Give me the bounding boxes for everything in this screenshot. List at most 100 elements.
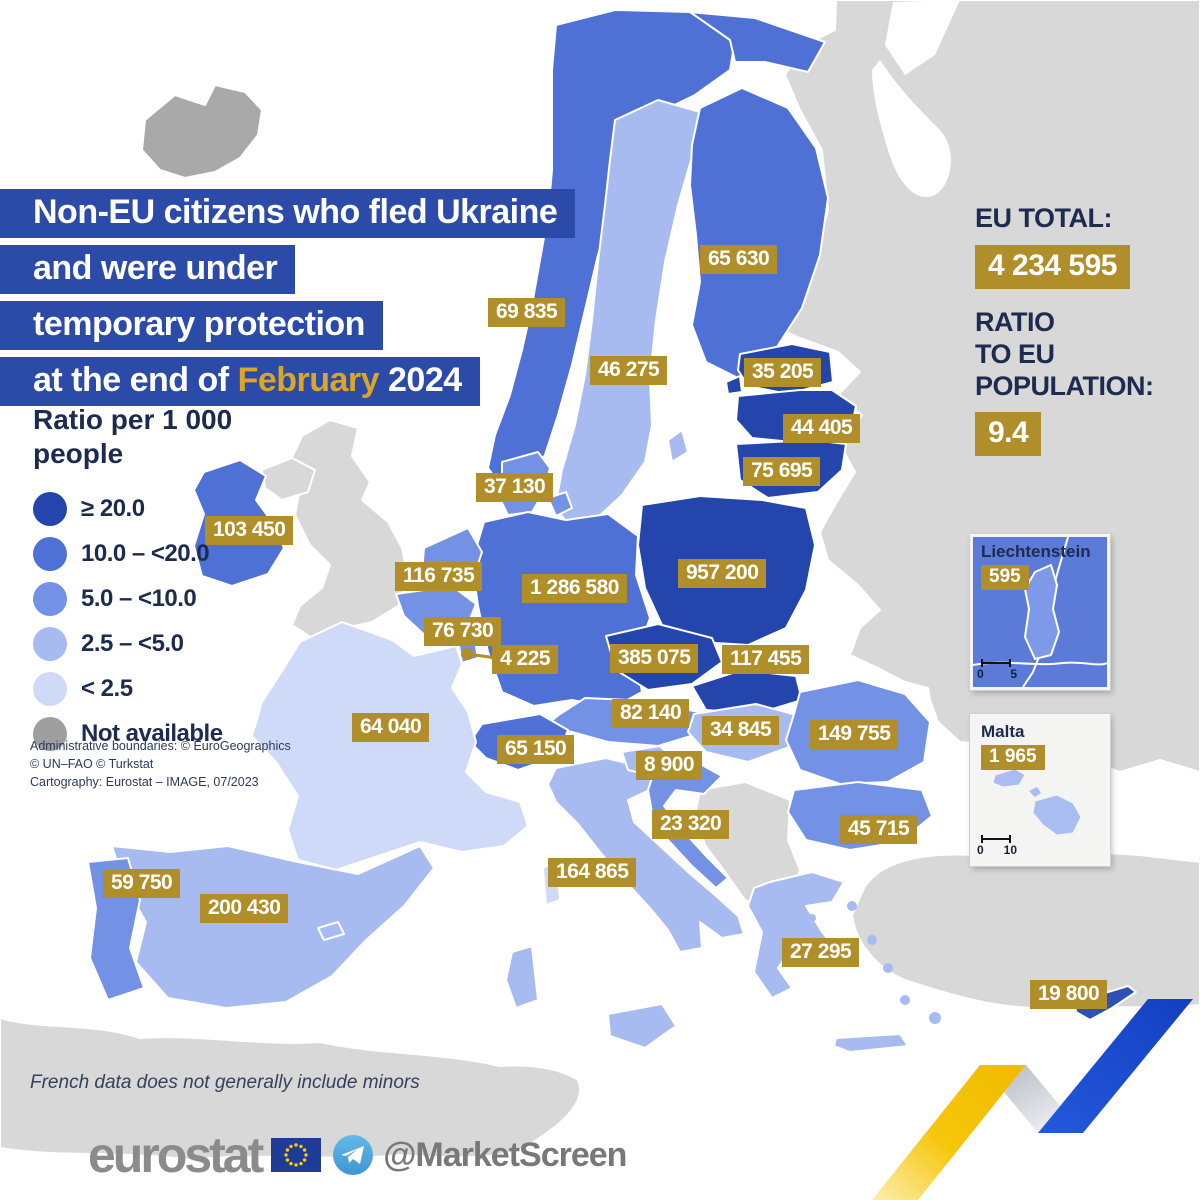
sicily [607,1003,677,1049]
white-sea [885,0,960,75]
brand-row: eurostat @MarketScreen [88,1126,627,1184]
value-label-france: 64 040 [352,713,430,742]
legend-item: 2.5 – <5.0 [33,621,232,666]
value-label-belgium: 76 730 [424,617,502,646]
value-label-poland: 957 200 [678,559,767,588]
malta-map [992,768,1082,836]
value-label-croatia: 23 320 [652,810,730,839]
title-block: Non-EU citizens who fled Ukraine and wer… [0,189,576,413]
legend: Ratio per 1 000 people ≥ 20.0 10.0 – <20.0… [33,403,232,756]
legend-color-dot [33,581,67,616]
north-africa [0,1017,582,1161]
value-label-spain: 200 430 [200,894,289,923]
legend-color-dot [33,491,67,526]
inset-value: 1 965 [981,745,1045,770]
legend-label: 10.0 – <20.0 [81,539,210,567]
malta-scalebar: 0 10 [977,835,1017,857]
legend-item: Not available [33,711,232,756]
sardinia [505,945,539,1009]
value-label-romania: 149 755 [810,720,899,749]
legend-heading: Ratio per 1 000 people [33,404,233,469]
value-label-ireland: 103 450 [205,516,294,545]
value-label-germany: 1 286 580 [522,574,627,603]
inset-title: Malta [981,722,1025,741]
legend-color-dot [33,536,67,571]
value-label-portugal: 59 750 [103,869,181,898]
eurostat-logo: eurostat [88,1127,264,1183]
legend-item: 5.0 – <10.0 [33,576,232,621]
value-label-luxembourg: 4 225 [492,645,559,674]
country-uk [289,419,409,639]
value-label-switzerland: 65 150 [497,735,575,764]
country-italy [547,757,745,953]
value-label-denmark: 37 130 [476,473,554,502]
value-label-netherlands: 116 735 [395,562,483,591]
country-sweden [554,99,701,529]
legend-item: 10.0 – <20.0 [33,531,232,576]
value-label-italy: 164 865 [548,858,637,887]
estonia-islands [725,375,743,395]
inset-value: 595 [981,565,1029,590]
legend-item: < 2.5 [33,666,232,711]
title-line-1: Non-EU citizens who fled Ukraine [0,189,576,238]
eu-total-label: EU TOTAL: [975,203,1112,233]
northern-ireland [261,457,316,501]
country-france [251,621,529,871]
crete [833,1033,909,1053]
value-label-cyprus: 19 800 [1030,980,1108,1009]
footnote: French data does not generally include m… [30,1072,420,1093]
legend-color-dot [33,671,67,706]
value-label-austria: 82 140 [612,699,690,728]
value-label-slovenia: 8 900 [636,751,703,780]
eu-flag-icon [271,1138,322,1172]
legend-items: ≥ 20.0 10.0 – <20.0 5.0 – <10.0 2.5 – <5.0 <… [33,486,232,756]
liechtenstein-map [973,537,1107,687]
value-label-norway: 69 835 [488,298,566,327]
aegean-islands [808,901,941,1024]
value-label-greece: 27 295 [782,938,860,967]
country-iceland [141,84,263,179]
white-sea-bay [872,60,951,197]
legend-label: < 2.5 [81,674,133,702]
value-label-estonia: 35 205 [744,358,822,387]
country-spain [111,845,435,1009]
balearics [317,921,345,941]
value-label-sweden: 46 275 [590,356,668,385]
title-month: February [237,361,380,399]
value-label-hungary: 34 845 [702,716,780,745]
inset-malta: Malta 1 965 0 10 [970,714,1110,866]
ratio-value: 9.4 [975,412,1042,457]
value-label-czechia: 385 075 [610,644,699,673]
legend-label: 2.5 – <5.0 [81,629,184,657]
legend-color-dot [33,716,67,751]
inset-title: Liechtenstein [981,542,1091,561]
legend-label: Not available [81,719,223,747]
ratio-label: RATIO TO EU POPULATION: [975,306,1154,401]
value-label-lithuania: 75 695 [743,457,821,486]
legend-color-dot [33,626,67,661]
legend-item: ≥ 20.0 [33,486,232,531]
attribution: Administrative boundaries: © EuroGeograp… [30,739,291,790]
title-line-3: temporary protection [0,301,383,350]
legend-label: 5.0 – <10.0 [81,584,197,612]
country-norway-north [689,11,826,73]
telegram-icon [333,1135,374,1175]
value-label-latvia: 44 405 [783,414,861,443]
marketscreen-handle: @MarketScreen [383,1135,627,1174]
legend-label: ≥ 20.0 [81,494,145,522]
eu-stats: EU TOTAL: 4 234 595 RATIO TO EU POPULATI… [975,203,1154,474]
value-label-finland: 65 630 [700,245,778,274]
title-line-4: at the end of February 2024 [0,357,480,406]
eu-total-value: 4 234 595 [975,244,1130,289]
gotland [667,429,689,463]
denmark-islands [547,491,573,517]
value-label-bulgaria: 45 715 [840,815,918,844]
value-label-slovakia: 117 455 [722,645,810,674]
title-line-2: and were under [0,245,296,294]
luxembourg-leader [461,648,497,660]
